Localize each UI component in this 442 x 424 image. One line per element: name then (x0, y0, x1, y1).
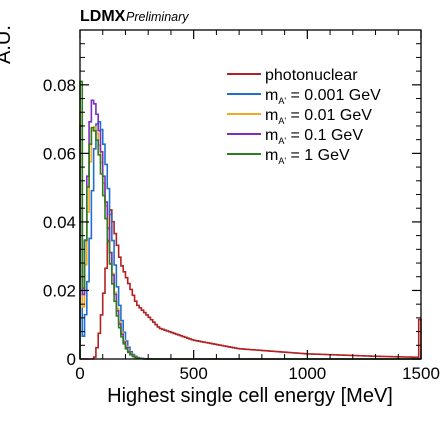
x-tick-label: 1000 (288, 364, 326, 383)
y-tick-label: 0.06 (43, 144, 76, 163)
ticks-layer: 0 500 1000 1500 0 0.02 0.04 0.06 0.08 (43, 30, 440, 383)
legend-label-3: mA' = 0.1 GeV (265, 127, 363, 146)
series-line-1 (79, 121, 421, 360)
x-tick-label: 1500 (402, 364, 440, 383)
y-axis-label: A.U. (0, 25, 15, 64)
y-tick-label: 0 (67, 350, 76, 369)
legend-label-4: mA' = 1 GeV (265, 147, 350, 166)
series-line-3 (79, 99, 421, 360)
legend-label-1: mA' = 0.001 GeV (265, 87, 381, 106)
y-tick-label: 0.02 (43, 281, 76, 300)
status-label: Preliminary (126, 10, 189, 24)
series-line-0 (80, 209, 422, 360)
y-tick-label: 0.08 (43, 76, 76, 95)
x-tick-label: 500 (179, 364, 207, 383)
plot-frame (79, 29, 422, 360)
experiment-label: LDMX (80, 8, 126, 25)
x-tick-label: 0 (75, 364, 84, 383)
y-tick-label: 0.04 (43, 213, 76, 232)
legend-label-0: photonuclear (265, 67, 358, 84)
legend-label-2: mA' = 0.01 GeV (265, 107, 372, 126)
x-axis-label: Highest single cell energy [MeV] (107, 385, 393, 407)
series-line-2 (79, 111, 421, 360)
